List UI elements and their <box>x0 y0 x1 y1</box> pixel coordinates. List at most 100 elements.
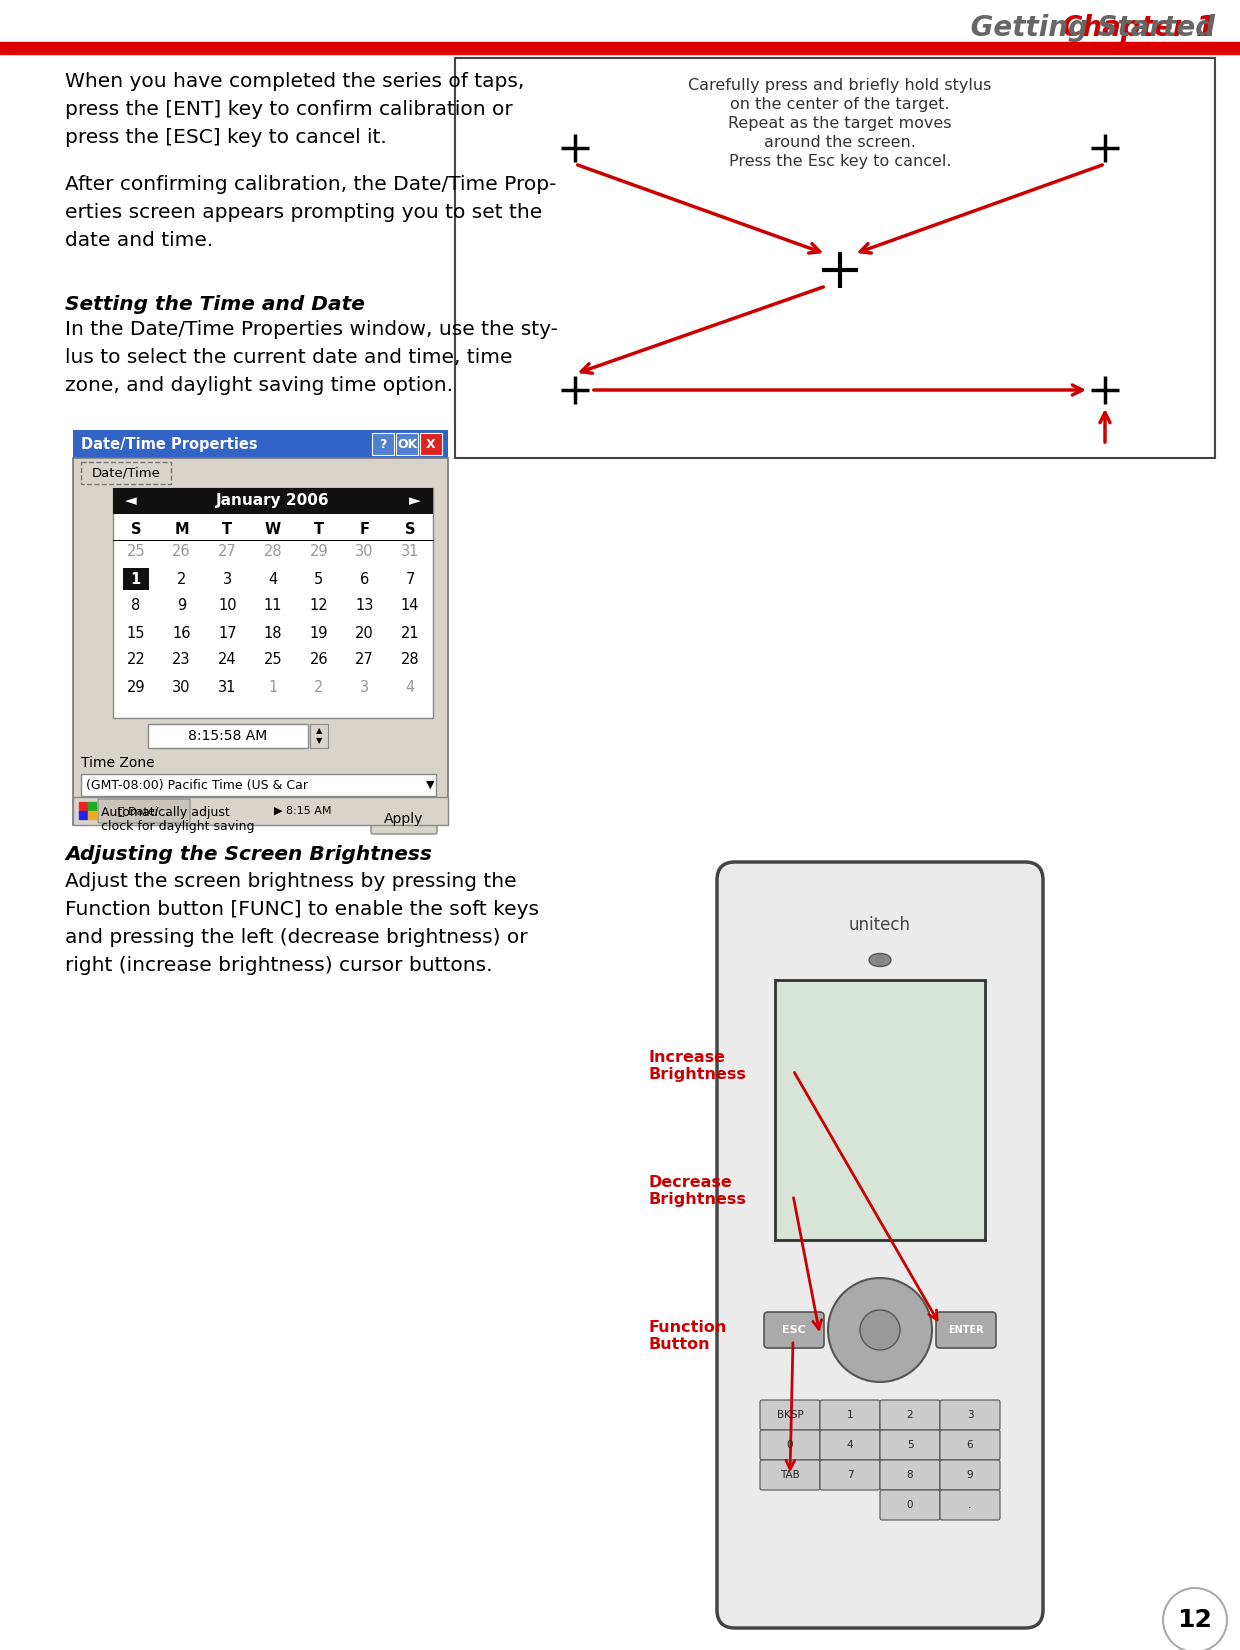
Text: 15: 15 <box>126 625 145 640</box>
Text: ◄: ◄ <box>125 493 136 508</box>
Text: 7: 7 <box>405 571 415 586</box>
Text: .: . <box>968 1500 972 1510</box>
Circle shape <box>1163 1587 1228 1650</box>
FancyBboxPatch shape <box>98 799 190 823</box>
Bar <box>113 488 433 718</box>
Text: 28: 28 <box>401 652 419 668</box>
Text: 13: 13 <box>355 599 373 614</box>
FancyBboxPatch shape <box>940 1399 999 1431</box>
Text: Date/Time Properties: Date/Time Properties <box>81 437 258 452</box>
Text: ?: ? <box>379 437 387 450</box>
Bar <box>310 724 329 747</box>
Ellipse shape <box>869 954 892 967</box>
FancyBboxPatch shape <box>880 1399 940 1431</box>
Text: 25: 25 <box>264 652 283 668</box>
Text: 26: 26 <box>172 544 191 559</box>
Bar <box>79 812 87 818</box>
Text: 4: 4 <box>405 680 414 695</box>
FancyBboxPatch shape <box>936 1312 996 1348</box>
Text: 1: 1 <box>847 1411 853 1421</box>
Bar <box>88 812 95 818</box>
Text: (GMT-08:00) Pacific Time (US & Car: (GMT-08:00) Pacific Time (US & Car <box>86 779 308 792</box>
Text: Time Zone: Time Zone <box>81 756 155 771</box>
Bar <box>73 459 448 825</box>
Text: 30: 30 <box>355 544 373 559</box>
Text: Increase
Brightness: Increase Brightness <box>649 1049 746 1082</box>
Text: 5: 5 <box>314 571 324 586</box>
FancyBboxPatch shape <box>820 1399 880 1431</box>
Text: 27: 27 <box>355 652 373 668</box>
Text: 29: 29 <box>310 544 329 559</box>
Text: Adjusting the Screen Brightness: Adjusting the Screen Brightness <box>64 845 432 865</box>
Text: 7: 7 <box>847 1470 853 1480</box>
Text: 2: 2 <box>906 1411 914 1421</box>
Text: unitech: unitech <box>849 916 911 934</box>
Text: Chapter 1: Chapter 1 <box>1061 13 1215 41</box>
Text: January 2006: January 2006 <box>216 493 330 508</box>
Text: 28: 28 <box>264 544 283 559</box>
FancyBboxPatch shape <box>717 861 1043 1629</box>
Text: 4: 4 <box>847 1440 853 1450</box>
Bar <box>123 568 149 591</box>
Text: 23: 23 <box>172 652 191 668</box>
Circle shape <box>861 1310 900 1350</box>
Text: Function
Button: Function Button <box>649 1320 727 1353</box>
Text: Setting the Time and Date: Setting the Time and Date <box>64 295 365 314</box>
Text: 24: 24 <box>218 652 237 668</box>
Text: TAB: TAB <box>780 1470 800 1480</box>
Text: M: M <box>175 523 188 538</box>
FancyBboxPatch shape <box>760 1460 820 1490</box>
Text: In the Date/Time Properties window, use the sty-
lus to select the current date : In the Date/Time Properties window, use … <box>64 320 558 394</box>
Text: Carefully press and briefly hold stylus: Carefully press and briefly hold stylus <box>688 78 992 92</box>
Text: W: W <box>265 523 281 538</box>
Bar <box>372 432 394 455</box>
Text: ▼: ▼ <box>425 780 434 790</box>
Text: X: X <box>427 437 435 450</box>
Text: Repeat as the target moves: Repeat as the target moves <box>728 116 952 130</box>
Text: 12: 12 <box>310 599 329 614</box>
Circle shape <box>828 1279 932 1383</box>
Bar <box>148 724 308 747</box>
Text: 31: 31 <box>218 680 237 695</box>
FancyBboxPatch shape <box>820 1431 880 1460</box>
Text: 31: 31 <box>401 544 419 559</box>
Text: 8: 8 <box>906 1470 914 1480</box>
Text: clock for daylight saving: clock for daylight saving <box>100 820 254 833</box>
Bar <box>73 797 448 825</box>
FancyBboxPatch shape <box>371 804 436 833</box>
Text: 20: 20 <box>355 625 373 640</box>
Text: F: F <box>360 523 370 538</box>
Bar <box>81 804 95 818</box>
Text: ENTER: ENTER <box>949 1325 983 1335</box>
Text: OK: OK <box>397 437 417 450</box>
Text: 11: 11 <box>264 599 283 614</box>
Text: 9: 9 <box>967 1470 973 1480</box>
FancyBboxPatch shape <box>880 1490 940 1520</box>
Bar <box>79 802 87 810</box>
Text: 30: 30 <box>172 680 191 695</box>
Text: 26: 26 <box>310 652 329 668</box>
Text: ▲: ▲ <box>316 726 322 736</box>
Text: Apply: Apply <box>384 812 424 827</box>
Bar <box>420 432 441 455</box>
Text: 17: 17 <box>218 625 237 640</box>
Text: 6: 6 <box>360 571 370 586</box>
Bar <box>775 980 985 1241</box>
Text: Decrease
Brightness: Decrease Brightness <box>649 1175 746 1208</box>
Text: When you have completed the series of taps,
press the [ENT] key to confirm calib: When you have completed the series of ta… <box>64 73 525 147</box>
Text: 18: 18 <box>264 625 283 640</box>
Text: 19: 19 <box>310 625 327 640</box>
Text: 16: 16 <box>172 625 191 640</box>
Text: S: S <box>130 523 141 538</box>
Bar <box>396 432 418 455</box>
Text: 29: 29 <box>126 680 145 695</box>
FancyBboxPatch shape <box>760 1399 820 1431</box>
Text: 8:15:58 AM: 8:15:58 AM <box>188 729 268 742</box>
Bar <box>455 58 1215 459</box>
Text: 6: 6 <box>967 1440 973 1450</box>
Text: ▼: ▼ <box>316 736 322 746</box>
Text: around the screen.: around the screen. <box>764 135 916 150</box>
Text: 0: 0 <box>786 1440 794 1450</box>
Text: on the center of the target.: on the center of the target. <box>730 97 950 112</box>
Text: 📅 Date/...: 📅 Date/... <box>118 805 170 817</box>
